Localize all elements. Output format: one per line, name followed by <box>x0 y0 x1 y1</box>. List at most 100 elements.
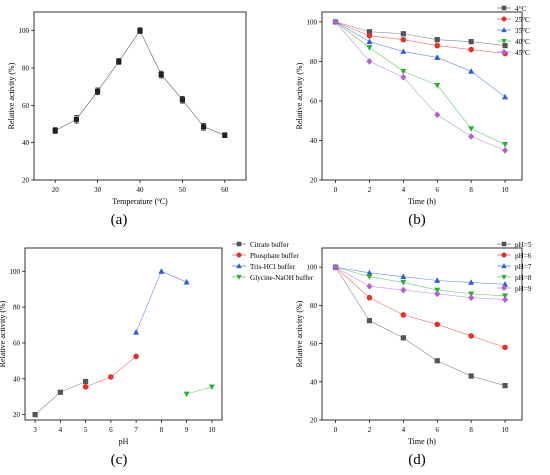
y-tick-label: 100 <box>307 264 318 272</box>
y-tick-label: 40 <box>310 378 318 386</box>
legend-marker <box>501 5 507 11</box>
series-line <box>335 21 506 98</box>
x-axis-label: Temperature (ºC) <box>112 197 168 206</box>
series-line <box>335 21 506 46</box>
y-tick-label: 80 <box>310 58 318 66</box>
legend-label: Phosphate buffer <box>250 252 299 260</box>
data-point <box>434 321 441 328</box>
panel-label: (c) <box>111 452 128 468</box>
legend-marker <box>501 263 507 269</box>
series-line <box>85 356 137 388</box>
data-point <box>183 278 190 285</box>
legend-marker <box>501 27 507 33</box>
data-point <box>434 358 440 364</box>
legend-label: 4°C <box>515 5 526 13</box>
data-point <box>434 82 441 89</box>
y-tick-label: 40 <box>22 139 30 147</box>
data-point <box>502 344 508 351</box>
data-point <box>502 146 509 154</box>
data-point <box>57 389 63 395</box>
x-tick-label: 0 <box>334 186 338 194</box>
chart-panel-d: 0 2 4 6 8 10 20 40 60 80 100 Time (h) Relative activ… <box>295 241 532 468</box>
x-tick-label: 4 <box>402 186 406 194</box>
y-tick-label: 40 <box>310 137 318 145</box>
legend-marker <box>236 274 242 280</box>
y-tick-label: 40 <box>13 375 21 383</box>
data-point <box>32 412 38 418</box>
data-point <box>434 42 441 49</box>
series-line <box>335 266 506 348</box>
data-point <box>468 39 474 45</box>
plot-frame <box>24 247 223 421</box>
y-tick-label: 20 <box>22 177 30 185</box>
data-point <box>366 38 373 45</box>
y-tick-label: 20 <box>310 417 318 425</box>
plot-frame <box>321 247 523 421</box>
series-line <box>335 266 506 297</box>
data-point <box>158 71 164 78</box>
y-axis-label: Relative activity (%) <box>0 300 7 367</box>
y-tick-label: 60 <box>310 97 318 105</box>
data-point <box>468 279 475 285</box>
data-point <box>95 88 101 94</box>
x-tick-label: 6 <box>436 426 440 434</box>
legend-label: pH=5 <box>515 241 532 249</box>
legend-label: pH=9 <box>515 285 532 293</box>
data-point <box>366 294 373 301</box>
x-tick-label: 60 <box>221 186 229 194</box>
data-point <box>400 273 407 280</box>
data-point <box>434 277 441 283</box>
data-point <box>468 291 475 298</box>
data-point <box>158 268 165 274</box>
x-tick-label: 8 <box>160 426 164 434</box>
series-ph-7 <box>332 263 509 287</box>
x-tick-label: 30 <box>94 186 102 194</box>
data-point <box>332 18 339 26</box>
plot-frame <box>321 11 523 181</box>
series-35-c <box>332 18 509 100</box>
data-point <box>434 54 441 60</box>
legend-label: Glycine-NaOH buffer <box>250 274 314 282</box>
data-point <box>468 133 475 140</box>
legend-marker <box>501 38 507 44</box>
series-line <box>335 266 506 386</box>
data-point <box>468 373 474 379</box>
series-line <box>335 266 506 300</box>
data-point <box>502 281 509 287</box>
data-point <box>83 378 89 385</box>
data-point <box>400 68 407 75</box>
x-tick-label: 10 <box>208 426 216 434</box>
y-tick-label: 60 <box>22 102 30 110</box>
series-line <box>335 21 506 145</box>
legend-marker <box>501 252 507 258</box>
chart-panel-b: 0 2 4 6 8 10 20 40 60 80 100 Time (h) Relative activ… <box>295 5 530 228</box>
x-tick-label: 0 <box>334 426 338 434</box>
series-citrate-buffer <box>32 378 89 418</box>
y-tick-label: 20 <box>13 411 21 419</box>
data-point <box>434 287 441 294</box>
y-tick-label: 80 <box>13 304 21 312</box>
data-point <box>179 97 185 103</box>
x-tick-label: 3 <box>33 426 37 434</box>
x-tick-label: 40 <box>137 186 145 194</box>
data-point <box>366 29 373 35</box>
data-point <box>222 132 228 138</box>
legend-label: 35°C <box>515 27 530 35</box>
data-point <box>468 294 475 302</box>
x-tick-label: 10 <box>502 426 510 434</box>
data-point <box>434 37 440 43</box>
y-axis-label: Relative activity (%) <box>295 62 304 129</box>
legend-marker <box>236 252 242 258</box>
x-tick-label: 2 <box>368 426 372 434</box>
legend-label: pH=8 <box>515 274 532 282</box>
data-point <box>400 286 407 294</box>
x-tick-label: 10 <box>502 186 510 194</box>
y-tick-label: 100 <box>307 18 318 26</box>
x-axis-label: pH <box>119 437 129 446</box>
data-point <box>133 353 139 360</box>
legend-marker <box>501 48 507 56</box>
legend-label: Citrate buffer <box>250 241 289 249</box>
x-tick-label: 4 <box>402 426 406 434</box>
y-axis-label: Relative activity (%) <box>7 62 16 129</box>
data-point <box>82 384 89 390</box>
